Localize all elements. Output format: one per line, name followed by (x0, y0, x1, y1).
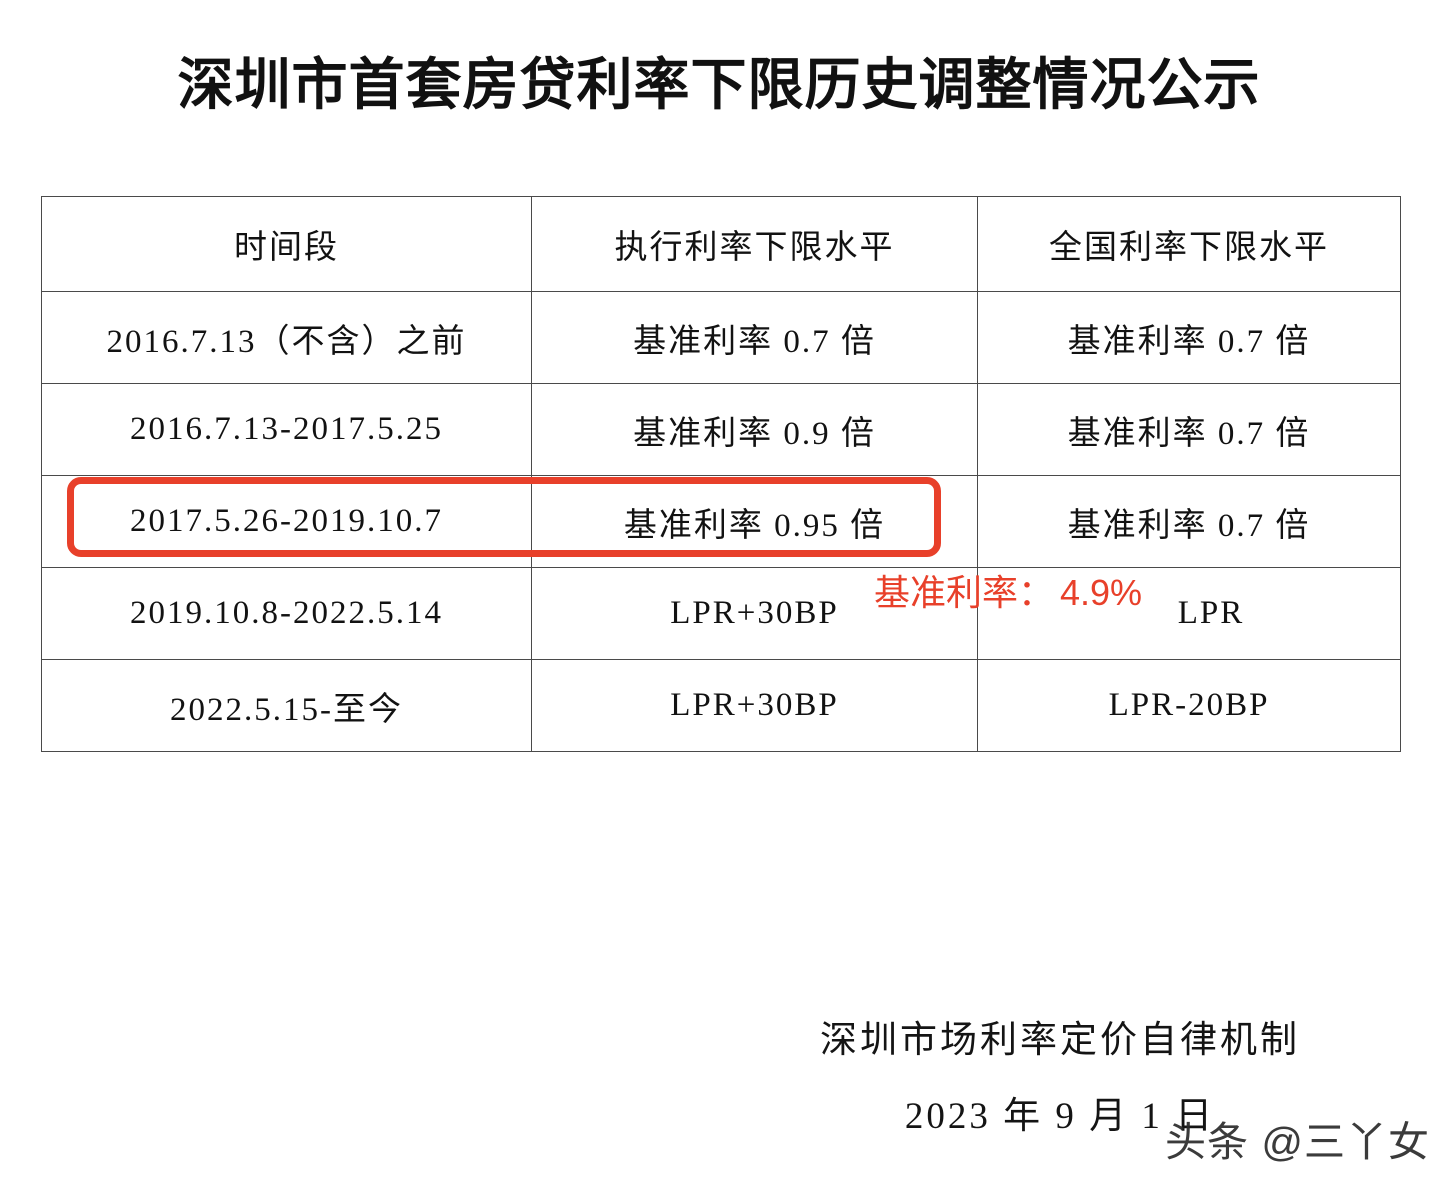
table-row: 2019.10.8-2022.5.14 LPR+30BP LPR (41, 567, 1401, 660)
rate-history-table: 时间段 执行利率下限水平 全国利率下限水平 2016.7.13（不含）之前 基准… (41, 196, 1401, 752)
column-header-local-floor: 执行利率下限水平 (531, 196, 978, 292)
cell-local-floor-text: LPR+30BP (670, 595, 839, 631)
cell-local-floor-text: 基准利率 0.95 倍 (623, 507, 886, 544)
table-row: 2022.5.15-至今 LPR+30BP LPR-20BP (41, 659, 1401, 752)
table-row-highlighted: 2017.5.26-2019.10.7 基准利率 0.95 倍 基准利率 0.7… (41, 475, 1401, 568)
cell-local-floor: LPR+30BP (531, 567, 978, 660)
cell-national-floor-text: 基准利率 0.7 倍 (1067, 507, 1311, 544)
cell-national-floor-text: LPR-20BP (1108, 687, 1270, 723)
signature-date: 2023 年 9 月 1 日 (904, 1096, 1216, 1138)
cell-period: 2016.7.13-2017.5.25 (41, 383, 532, 476)
benchmark-rate-annotation: 基准利率： 4.9% (874, 564, 1142, 616)
cell-period-text: 2016.7.13-2017.5.25 (130, 411, 443, 447)
rate-table-container: 时间段 执行利率下限水平 全国利率下限水平 2016.7.13（不含）之前 基准… (41, 196, 1401, 752)
column-header-national-floor-label: 全国利率下限水平 (1049, 230, 1329, 266)
cell-local-floor: 基准利率 0.7 倍 (531, 291, 978, 384)
column-header-national-floor: 全国利率下限水平 (977, 196, 1401, 292)
cell-national-floor: 基准利率 0.7 倍 (977, 475, 1401, 568)
cell-local-floor-text: LPR+30BP (670, 687, 839, 723)
table-row: 2016.7.13-2017.5.25 基准利率 0.9 倍 基准利率 0.7 … (41, 383, 1401, 476)
cell-local-floor: 基准利率 0.9 倍 (531, 383, 978, 476)
cell-national-floor: LPR-20BP (977, 659, 1401, 752)
cell-national-floor-text: LPR (1177, 595, 1245, 631)
cell-local-floor: 基准利率 0.95 倍 (531, 475, 978, 568)
cell-period-text: 2017.5.26-2019.10.7 (130, 503, 443, 539)
benchmark-rate-annotation-value: 4.9% (1060, 572, 1143, 613)
cell-period-text: 2022.5.15-至今 (170, 691, 403, 728)
column-header-period-label: 时间段 (234, 230, 339, 266)
cell-local-floor-text: 基准利率 0.9 倍 (633, 415, 876, 452)
benchmark-rate-annotation-label: 基准利率： (874, 572, 1055, 613)
table-body: 2016.7.13（不含）之前 基准利率 0.7 倍 基准利率 0.7 倍 20… (41, 291, 1401, 752)
table-row: 2016.7.13（不含）之前 基准利率 0.7 倍 基准利率 0.7 倍 (41, 291, 1401, 384)
column-header-local-floor-label: 执行利率下限水平 (614, 230, 895, 266)
cell-local-floor-text: 基准利率 0.7 倍 (633, 323, 876, 360)
cell-period: 2019.10.8-2022.5.14 (41, 567, 532, 660)
column-header-period: 时间段 (41, 196, 532, 292)
table-header: 时间段 执行利率下限水平 全国利率下限水平 (41, 196, 1401, 292)
cell-national-floor-text: 基准利率 0.7 倍 (1067, 323, 1311, 360)
cell-period: 2016.7.13（不含）之前 (41, 291, 532, 384)
table-header-row: 时间段 执行利率下限水平 全国利率下限水平 (41, 196, 1401, 292)
cell-period: 2022.5.15-至今 (41, 659, 532, 752)
cell-period-text: 2016.7.13（不含）之前 (106, 323, 467, 360)
signature-block: 深圳市场利率定价自律机制 2023 年 9 月 1 日 (780, 1018, 1340, 1141)
cell-national-floor-text: 基准利率 0.7 倍 (1067, 415, 1311, 452)
cell-national-floor: 基准利率 0.7 倍 (977, 291, 1401, 384)
cell-local-floor: LPR+30BP (531, 659, 978, 752)
page-title: 深圳市首套房贷利率下限历史调整情况公示 (177, 53, 1261, 116)
cell-period: 2017.5.26-2019.10.7 (41, 475, 532, 568)
cell-national-floor: LPR (977, 567, 1401, 660)
watermark-label: 头条 @三丫女 (1164, 1119, 1430, 1165)
cell-national-floor: 基准利率 0.7 倍 (977, 383, 1401, 476)
cell-period-text: 2019.10.8-2022.5.14 (130, 595, 443, 631)
signature-organization: 深圳市场利率定价自律机制 (820, 1020, 1300, 1061)
